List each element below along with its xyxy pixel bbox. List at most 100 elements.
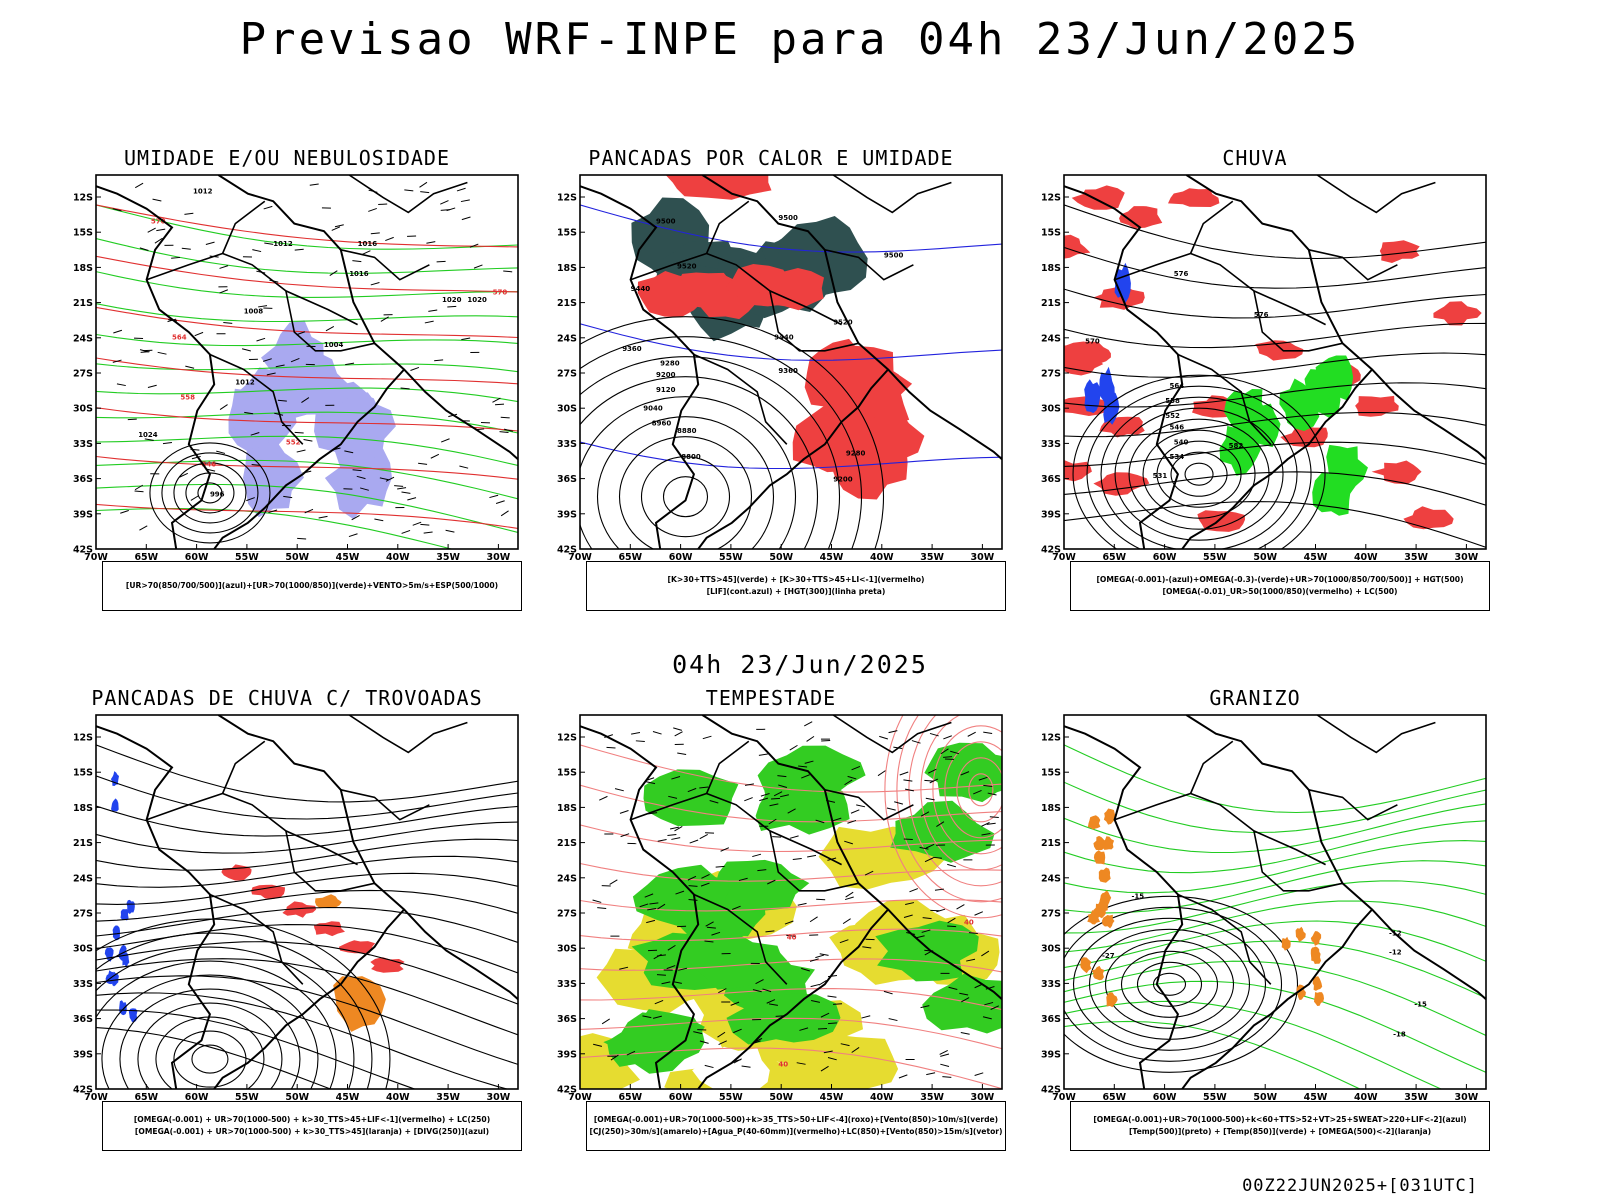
wind-vector bbox=[112, 208, 122, 212]
wind-vector bbox=[263, 205, 273, 210]
streamline bbox=[96, 855, 518, 888]
lat-label: 42S bbox=[1041, 1085, 1061, 1096]
lon-label: 35W bbox=[436, 1092, 460, 1102]
legend-box: [OMEGA(-0.001)-(azul)+OMEGA(-0.3)-(verde… bbox=[1070, 561, 1490, 611]
lat-label: 24S bbox=[1041, 333, 1061, 344]
wind-vector bbox=[351, 515, 360, 521]
wind-vector bbox=[139, 525, 148, 531]
omega-orange-area bbox=[1087, 910, 1100, 925]
lat-label: 15S bbox=[73, 228, 93, 239]
wind-vector bbox=[140, 351, 150, 353]
omega-orange-area bbox=[1103, 808, 1117, 825]
lat-label: 33S bbox=[1041, 439, 1061, 450]
lon-label: 70W bbox=[1052, 1092, 1076, 1102]
coastline-group bbox=[96, 175, 518, 549]
contour-label: 552 bbox=[1165, 412, 1180, 420]
lon-label: 35W bbox=[1404, 552, 1428, 562]
wind-vector bbox=[147, 227, 156, 233]
lon-label: 70W bbox=[1052, 552, 1076, 562]
wind-vector bbox=[283, 495, 293, 499]
lat-label: 21S bbox=[557, 838, 577, 849]
rain-red-area bbox=[1119, 206, 1163, 229]
border-line bbox=[824, 249, 914, 281]
coastline bbox=[1185, 715, 1486, 1000]
wind-vector bbox=[116, 383, 126, 387]
wind-vector bbox=[932, 856, 942, 859]
water-contour bbox=[580, 928, 1002, 942]
streamline bbox=[96, 838, 518, 871]
wind-vector bbox=[500, 416, 510, 419]
rain-red-area bbox=[1355, 395, 1399, 417]
instability-red-area bbox=[701, 274, 771, 320]
legend-line: [CJ(250)>30m/s](amarelo)+[Agua_P(40-60mm… bbox=[589, 1127, 1003, 1136]
height-contour bbox=[662, 476, 709, 518]
omega-orange-area bbox=[1101, 836, 1115, 850]
wind-vector bbox=[666, 965, 676, 970]
wind-green-area bbox=[922, 973, 1002, 1034]
temp500-contour bbox=[1136, 961, 1203, 1007]
contour-label: -18 bbox=[1393, 1031, 1406, 1039]
omega-orange-area bbox=[1310, 946, 1320, 960]
wind-vector bbox=[832, 1003, 843, 1005]
wind-vector bbox=[850, 809, 860, 814]
lon-label: 50W bbox=[769, 1092, 793, 1102]
wind-vector bbox=[934, 888, 944, 891]
lon-label: 30W bbox=[971, 1092, 995, 1102]
wind-vector bbox=[412, 521, 422, 526]
water-contour bbox=[944, 741, 1002, 839]
wind-vector bbox=[147, 384, 157, 388]
green-contour bbox=[96, 237, 518, 274]
wind-vector bbox=[839, 939, 849, 944]
divergence-area bbox=[111, 798, 119, 812]
wind-vector bbox=[797, 902, 807, 906]
streamline bbox=[96, 932, 373, 1089]
omega-orange-area bbox=[1312, 976, 1323, 991]
wind-vector bbox=[706, 926, 716, 929]
lon-label: 30W bbox=[1455, 552, 1479, 562]
wind-vector bbox=[120, 509, 129, 514]
lat-label: 30S bbox=[557, 404, 577, 415]
isobar-group bbox=[149, 442, 271, 544]
wind-vector bbox=[446, 207, 456, 212]
contour-label: 40 bbox=[778, 1061, 788, 1069]
contour-label: 9280 bbox=[660, 360, 680, 368]
wind-vector bbox=[362, 250, 371, 255]
wind-vector bbox=[898, 1074, 908, 1079]
wind-vector bbox=[157, 351, 167, 355]
wind-vector bbox=[733, 1028, 742, 1034]
wind-vector bbox=[266, 372, 276, 376]
lat-label: 12S bbox=[1041, 733, 1061, 744]
contour-label: 8800 bbox=[681, 453, 701, 461]
streamline bbox=[191, 1044, 229, 1074]
lat-label: 30S bbox=[557, 944, 577, 955]
wind-vector bbox=[983, 784, 993, 787]
panel-title: CHUVA bbox=[1222, 146, 1288, 170]
wind-vector bbox=[597, 907, 607, 909]
border-line bbox=[824, 789, 914, 821]
wind-vector bbox=[968, 932, 978, 935]
wind-vector bbox=[642, 1015, 652, 1019]
lat-label: 42S bbox=[557, 1085, 577, 1096]
wind-vector bbox=[777, 775, 787, 778]
wind-vector bbox=[982, 1016, 992, 1020]
legend-box: [OMEGA(-0.001) + UR>70(1000-500) + k>30_… bbox=[102, 1101, 522, 1151]
legend-line: [OMEGA(-0.001)-(azul)+OMEGA(-0.3)-(verde… bbox=[1096, 575, 1464, 584]
lon-label: 45W bbox=[820, 552, 844, 562]
legend-line: [Temp(500)](preto) + [Temp(850)](verde) … bbox=[1128, 1127, 1432, 1136]
lat-label: 39S bbox=[73, 1049, 93, 1060]
divergence-area bbox=[110, 971, 119, 987]
coastline bbox=[580, 185, 700, 549]
wind-vector bbox=[631, 732, 641, 735]
lon-label: 45W bbox=[1304, 552, 1328, 562]
contour-label: 9440 bbox=[631, 285, 651, 293]
wind-vector bbox=[924, 779, 934, 782]
lon-label: 35W bbox=[1404, 1092, 1428, 1102]
lat-label: 42S bbox=[557, 545, 577, 556]
wind-vector bbox=[419, 181, 428, 188]
height-contour bbox=[618, 436, 753, 549]
lon-label: 70W bbox=[568, 552, 592, 562]
wind-vector bbox=[819, 953, 829, 956]
wind-vector bbox=[851, 1047, 860, 1053]
border-line bbox=[1316, 175, 1436, 214]
border-line bbox=[348, 175, 468, 214]
